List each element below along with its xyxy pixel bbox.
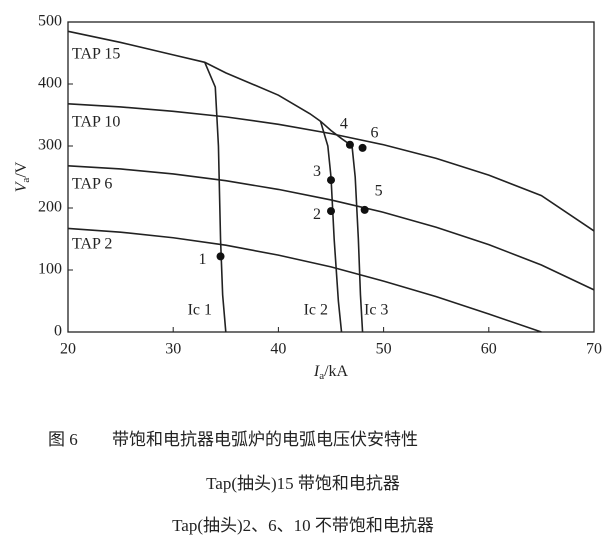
y-tick-label: 200 <box>38 199 62 216</box>
y-tick-label: 0 <box>54 323 62 340</box>
curve-label: TAP 15 <box>72 46 120 63</box>
caption-figure: 图 6 <box>48 430 78 449</box>
x-tick-label: 60 <box>481 341 497 358</box>
x-tick-label: 30 <box>165 341 181 358</box>
x-tick-label: 70 <box>586 341 602 358</box>
operating-point <box>327 207 335 216</box>
curve-label: Ic 2 <box>304 302 328 319</box>
x-label-symbol: I <box>313 363 320 380</box>
operating-point <box>358 143 367 152</box>
curve-label: TAP 6 <box>72 176 112 193</box>
x-axis-label: Ia/kA <box>313 363 349 382</box>
point-label: 4 <box>340 115 348 132</box>
point-label: 6 <box>371 125 379 142</box>
curve-label: TAP 2 <box>72 236 112 253</box>
curve <box>67 165 595 291</box>
point-label: 2 <box>313 206 321 223</box>
point-label: 3 <box>313 163 321 180</box>
operating-point <box>360 205 369 214</box>
caption-line: Tap(抽头)2、6、10 不带饱和电抗器 <box>172 516 434 535</box>
curve <box>319 120 343 333</box>
operating-point <box>345 140 354 149</box>
curve-label: Ic 3 <box>364 302 388 319</box>
y-label-subscript: a <box>20 178 32 183</box>
x-label-unit: /kA <box>324 363 348 380</box>
y-label-symbol: V <box>13 180 30 192</box>
curve <box>67 103 595 232</box>
y-tick-label: 400 <box>38 75 62 92</box>
plot-frame <box>67 21 595 333</box>
x-label-subscript: a <box>319 370 324 382</box>
curve <box>204 61 227 333</box>
curve <box>351 145 364 333</box>
point-label: 5 <box>375 183 383 200</box>
y-tick-label: 100 <box>38 261 62 278</box>
x-tick-label: 40 <box>270 341 286 358</box>
curve-label: TAP 10 <box>72 114 120 131</box>
y-label-unit: /V <box>13 161 30 177</box>
y-tick-label: 300 <box>38 137 62 154</box>
x-tick-label: 50 <box>376 341 392 358</box>
operating-point <box>327 176 335 185</box>
caption-line: Tap(抽头)15 带饱和电抗器 <box>206 474 400 493</box>
y-tick-label: 500 <box>38 13 62 30</box>
point-label: 1 <box>199 251 207 268</box>
y-axis-label: Va/V <box>13 161 32 192</box>
curve <box>67 30 353 147</box>
x-tick-label: 20 <box>60 341 76 358</box>
curve-label: Ic 1 <box>188 302 212 319</box>
curve <box>67 227 542 333</box>
operating-point <box>216 252 225 261</box>
caption-title: 带饱和电抗器电弧炉的电弧电压伏安特性 <box>112 430 418 449</box>
